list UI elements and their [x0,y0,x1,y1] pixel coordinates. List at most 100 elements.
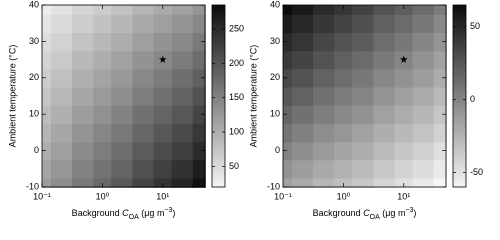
colorbar-step [212,120,225,124]
contour-cell [352,32,375,52]
contour-cell [433,123,447,143]
x-axis-label-part: C [122,208,129,218]
contour-cell [50,141,73,161]
colorbar-step [453,86,466,91]
y-tick-label: 0 [34,145,39,155]
contour-cell [373,123,396,143]
contour-cell [334,86,354,106]
y-tick-label: 40 [270,0,280,9]
colorbar-step [453,8,466,12]
colorbar-step [212,53,225,58]
contour-cell [192,86,206,106]
colorbar-step [453,102,466,106]
contour-cell [412,141,435,161]
contour-cell [394,104,414,124]
contour-cell [72,104,94,124]
contour-cell [291,159,314,179]
contour-cell [412,32,435,52]
contour-cell [50,86,73,106]
colorbar-step [453,74,466,79]
colorbar-step [212,20,225,24]
colorbar-step [453,83,466,88]
contour-cell [93,50,113,70]
contour-cell [352,68,375,88]
colorbar-step [453,120,466,124]
colorbar-step [212,65,225,70]
contour-cell [313,123,335,143]
colorbar-step [212,117,225,121]
colorbar-step [212,108,225,112]
colorbar-step [453,5,466,9]
contour-cell [50,123,73,143]
contour-cell [313,141,335,161]
contour-cell [313,104,335,124]
colorbar-step [212,92,225,97]
x-tick-label: 10¹ [397,191,410,201]
contour-cell [41,159,52,179]
contour-cell [352,159,375,179]
contour-cell [352,86,375,106]
colorbar-step [453,44,466,48]
contour-cell [132,32,155,52]
colorbar-step [212,168,225,173]
contour-cell [352,4,375,15]
contour-cell [291,4,314,15]
colorbar-step [212,44,225,48]
contour-cell [111,104,134,124]
contour-cell [313,177,335,188]
colorbar-step [453,153,466,158]
x-tick-label: 10⁰ [96,191,110,201]
contour-cell [412,177,435,188]
contour-cell [373,104,396,124]
contour-cell [412,86,435,106]
contour-cell [41,177,52,188]
contour-cell [111,68,134,88]
colorbar-step [453,132,466,136]
colorbar-step [212,80,225,85]
contour-cell [50,68,73,88]
contour-cell [72,159,94,179]
contour-cell [93,104,113,124]
contour-cell [352,141,375,161]
contour-cell [50,50,73,70]
contour-cell [282,159,293,179]
contour-cell [412,68,435,88]
contour-cell [373,32,396,52]
contour-field [282,4,447,188]
colorbar-step [212,14,225,18]
x-axis-label-part: ) [413,208,416,218]
colorbar-step [453,105,466,109]
contour-cell [153,68,173,88]
colorbar-step [212,83,225,88]
x-axis-label-part: (μg m [139,208,165,218]
y-axis-label: Ambient temperature (°C) [7,45,17,148]
contour-cell [93,32,113,52]
colorbar-step [212,17,225,21]
contour-cell [153,159,173,179]
x-axis-label-part: OA [370,214,380,221]
axes-frame [41,4,206,188]
colorbar-step [453,50,466,55]
colorbar-step [212,174,225,179]
colorbar-step [453,144,466,149]
contour-cell [291,86,314,106]
contour-cell [433,50,447,70]
colorbar-step [453,11,466,15]
contour-cell [93,68,113,88]
contour-cell [334,32,354,52]
contour-cell [132,86,155,106]
star-marker [158,55,167,63]
x-axis-label-part: ) [172,208,175,218]
y-tick-label: -10 [267,181,280,191]
colorbar-step [212,74,225,79]
colorbar-tick-label: 150 [229,92,244,102]
contour-cell [352,123,375,143]
colorbar-step [453,68,466,73]
colorbar-step [453,38,466,42]
colorbar-step [212,147,225,152]
colorbar-step [453,35,466,39]
colorbar-step [453,65,466,70]
colorbar-step [453,32,466,36]
contour-cell [132,104,155,124]
